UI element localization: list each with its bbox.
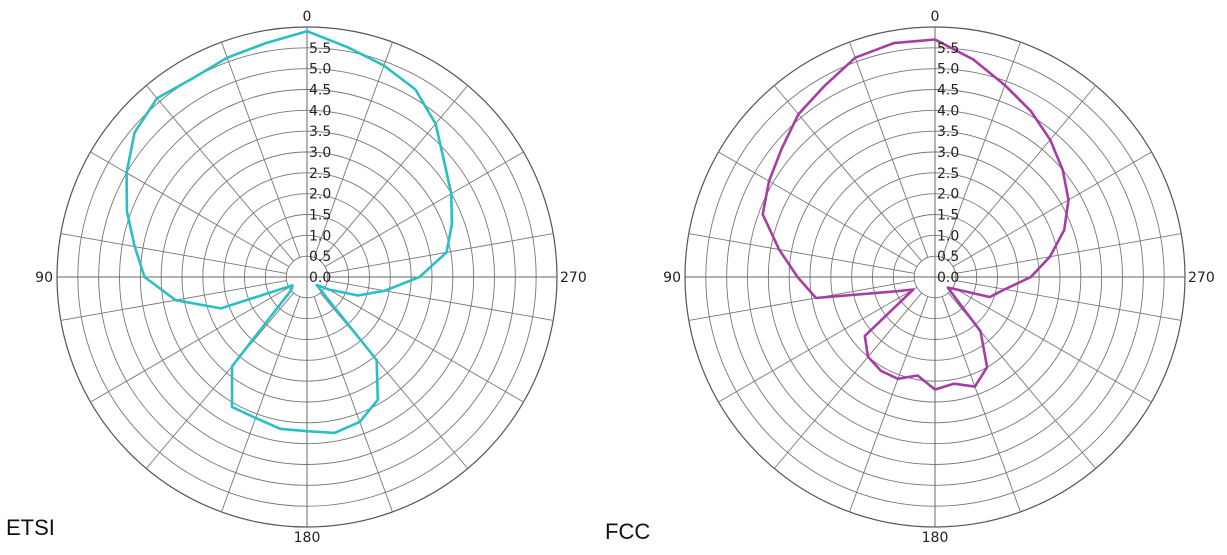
angle-label-180: 180 <box>922 530 949 546</box>
grid-spoke <box>221 41 301 258</box>
grid-spoke <box>773 292 922 469</box>
grid-spoke <box>327 233 554 274</box>
grid-spoke <box>718 151 918 267</box>
grid-spoke <box>955 233 1182 274</box>
grid-spoke <box>313 296 393 513</box>
grid-spoke <box>327 280 554 321</box>
radial-tick-label: 4.5 <box>309 83 331 99</box>
grid-spoke <box>145 292 294 469</box>
grid-spoke <box>324 287 524 403</box>
grid-spoke <box>324 151 524 267</box>
grid-spoke <box>773 85 922 262</box>
etsi-pattern-line <box>125 29 454 435</box>
grid-spoke <box>60 280 287 321</box>
radial-tick-label: 3.0 <box>309 145 331 161</box>
grid-spoke <box>955 280 1182 321</box>
grid-spoke <box>849 41 929 258</box>
grid-spoke <box>952 151 1152 267</box>
angle-label-270: 270 <box>560 270 587 286</box>
radial-tick-label: 4.5 <box>937 83 959 99</box>
radial-tick-label: 0.0 <box>937 270 959 286</box>
grid-spoke <box>688 280 915 321</box>
radial-tick-label: 0.0 <box>309 270 331 286</box>
angle-label-270: 270 <box>1188 270 1215 286</box>
fcc-polar-chart: 0.0 0.5 1.0 1.5 2.0 2.5 3.0 3.5 4.0 4.5 5.0 5.5 0 90 1… <box>663 9 1215 546</box>
radial-tick-label: 2.0 <box>937 187 959 203</box>
radial-tick-label: 5.0 <box>937 62 959 78</box>
radial-tick-label: 2.0 <box>309 187 331 203</box>
grid-spoke <box>320 85 469 262</box>
radial-tick-label: 0.5 <box>937 249 959 265</box>
radial-tick-label: 1.5 <box>937 208 959 224</box>
angle-label-180: 180 <box>294 530 321 546</box>
etsi-caption: ETSI <box>6 515 55 540</box>
radial-tick-label: 2.5 <box>937 166 959 182</box>
grid-spoke <box>941 41 1021 258</box>
grid-spoke <box>941 296 1021 513</box>
angle-label-0: 0 <box>931 9 940 25</box>
grid-spoke <box>948 85 1097 262</box>
radial-tick-label: 3.0 <box>937 145 959 161</box>
radial-tick-label: 3.5 <box>309 124 331 140</box>
angle-label-0: 0 <box>303 9 312 25</box>
radial-tick-label: 5.5 <box>937 41 959 57</box>
grid-spoke <box>849 296 929 513</box>
grid-spoke <box>718 287 918 403</box>
grid-spoke <box>145 85 294 262</box>
grid-spoke <box>90 287 290 403</box>
radial-tick-label: 1.0 <box>937 228 959 244</box>
radial-tick-label: 5.0 <box>309 62 331 78</box>
angle-label-90: 90 <box>663 270 681 286</box>
grid-spoke <box>60 233 287 274</box>
radial-tick-label: 0.5 <box>309 249 331 265</box>
grid-spoke <box>952 287 1152 403</box>
radial-tick-label: 4.0 <box>937 103 959 119</box>
radial-tick-label: 3.5 <box>937 124 959 140</box>
radial-tick-label: 1.5 <box>309 208 331 224</box>
grid-spoke <box>221 296 301 513</box>
fcc-pattern-line <box>761 38 1070 391</box>
radial-tick-label: 4.0 <box>309 103 331 119</box>
fcc-caption: FCC <box>605 519 651 544</box>
radial-tick-label: 2.5 <box>309 166 331 182</box>
radial-tick-label: 1.0 <box>309 228 331 244</box>
grid-spoke <box>688 233 915 274</box>
grid-spoke <box>90 151 290 267</box>
grid-spoke <box>313 41 393 258</box>
angle-label-90: 90 <box>35 270 53 286</box>
etsi-polar-chart: 0.0 0.5 1.0 1.5 2.0 2.5 3.0 3.5 4.0 4.5 5.0 5.5 0 90 1… <box>35 9 587 546</box>
radial-tick-label: 5.5 <box>309 41 331 57</box>
